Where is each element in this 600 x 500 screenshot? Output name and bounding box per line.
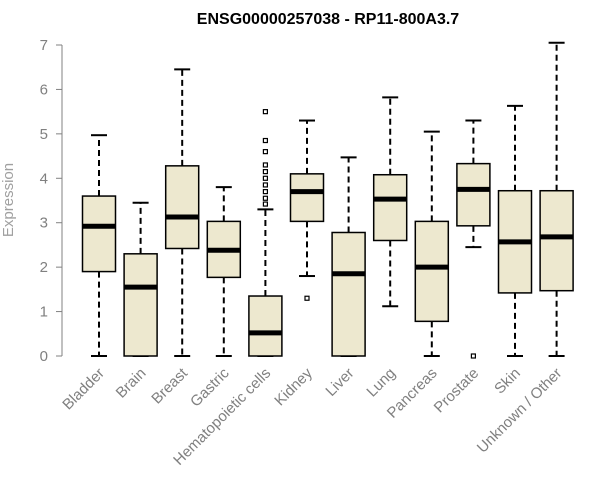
x-category-label: Brain bbox=[113, 365, 150, 402]
x-category-label: Prostate bbox=[431, 365, 483, 417]
outlier-point bbox=[304, 295, 310, 301]
outlier-point bbox=[262, 182, 268, 188]
box-rect bbox=[248, 295, 283, 357]
outlier-point bbox=[262, 137, 268, 144]
box-rect bbox=[331, 231, 366, 357]
box-group bbox=[206, 186, 242, 357]
box-group bbox=[123, 201, 158, 357]
outlier-point bbox=[262, 169, 268, 175]
box-group bbox=[81, 134, 117, 357]
box-group bbox=[164, 68, 200, 357]
box-rect bbox=[81, 195, 117, 273]
outlier-point bbox=[262, 149, 268, 155]
y-tick-label: 6 bbox=[40, 81, 48, 98]
y-tick-label: 5 bbox=[40, 126, 48, 143]
box-group bbox=[456, 119, 491, 359]
box-rect bbox=[289, 173, 325, 223]
y-axis-title: Expression bbox=[0, 163, 17, 237]
chart-title: ENSG00000257038 - RP11-800A3.7 bbox=[197, 11, 460, 28]
box-rect bbox=[372, 173, 408, 242]
y-tick-label: 7 bbox=[40, 37, 48, 54]
outlier-point bbox=[262, 109, 268, 115]
box-group bbox=[289, 119, 325, 301]
y-tick-label: 3 bbox=[40, 215, 48, 232]
y-tick-label: 2 bbox=[40, 259, 48, 276]
box-rect bbox=[456, 162, 491, 227]
y-tick-label: 4 bbox=[40, 170, 48, 187]
outlier-point bbox=[262, 189, 268, 195]
box-group bbox=[497, 104, 533, 357]
x-category-label: Liver bbox=[322, 365, 357, 400]
box-rect bbox=[539, 189, 574, 292]
box-rect bbox=[164, 165, 200, 250]
box-series bbox=[81, 41, 574, 359]
box-group bbox=[539, 41, 574, 357]
box-group bbox=[372, 96, 408, 308]
outlier-point bbox=[262, 195, 268, 201]
box-rect bbox=[414, 220, 450, 323]
box-group bbox=[331, 156, 366, 357]
outlier-point bbox=[470, 353, 476, 359]
x-category-label: Lung bbox=[363, 365, 399, 401]
y-tick-label: 1 bbox=[40, 304, 48, 321]
x-category-label: Kidney bbox=[271, 364, 316, 409]
y-axis: 0 1 2 3 4 5 6 7 bbox=[40, 37, 63, 365]
outlier-point bbox=[262, 162, 268, 168]
box-group bbox=[248, 109, 283, 357]
x-category-label: Skin bbox=[491, 365, 524, 398]
x-category-label: Breast bbox=[148, 364, 191, 407]
x-category-label: Bladder bbox=[59, 365, 108, 414]
outlier-point bbox=[262, 175, 268, 181]
box-group bbox=[414, 130, 450, 357]
y-tick-label: 0 bbox=[40, 348, 48, 365]
box-rect bbox=[123, 253, 158, 357]
outlier-point bbox=[262, 201, 268, 207]
